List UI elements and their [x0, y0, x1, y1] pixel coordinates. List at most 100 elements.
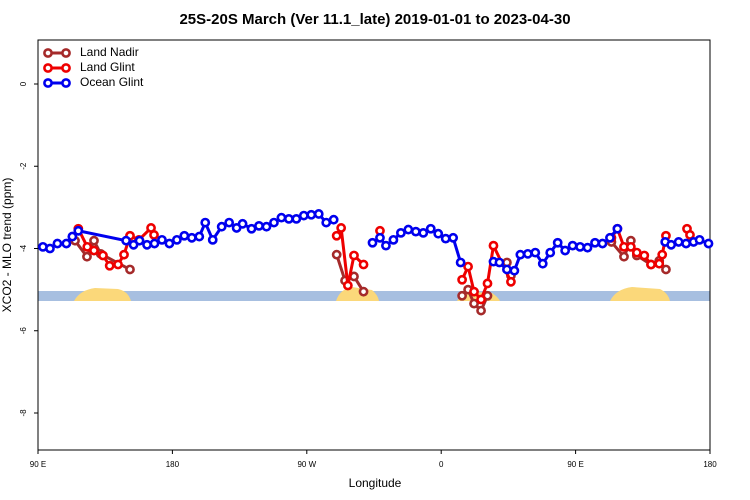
point: [433, 228, 444, 239]
point: [336, 223, 347, 233]
point: [358, 259, 369, 270]
point: [179, 230, 190, 241]
point: [612, 223, 623, 234]
y-axis-label: XCO2 - MLO trend (ppm): [0, 178, 14, 313]
point: [269, 217, 279, 228]
x-tick-label: 90 E: [567, 460, 583, 469]
point: [121, 235, 132, 246]
point: [410, 226, 421, 237]
point: [537, 258, 548, 269]
point: [646, 259, 656, 270]
point: [224, 217, 235, 228]
point: [469, 298, 479, 309]
point: [575, 241, 585, 252]
legend-label: Land Nadir: [80, 45, 139, 59]
point: [631, 247, 642, 258]
point: [476, 305, 486, 316]
point: [440, 233, 451, 244]
point: [457, 290, 468, 301]
point: [157, 234, 167, 245]
point: [306, 209, 317, 220]
legend-label: Land Glint: [80, 60, 135, 74]
point: [254, 220, 264, 231]
point: [119, 249, 129, 260]
point: [494, 257, 505, 268]
y-tick-label: -4: [19, 244, 28, 252]
legend-label: Ocean Glint: [80, 75, 144, 89]
point: [283, 213, 294, 224]
point: [388, 234, 399, 245]
point: [509, 265, 520, 276]
point: [530, 247, 541, 258]
point: [597, 238, 608, 249]
legend-marker: [43, 63, 53, 73]
point: [52, 238, 63, 249]
point: [488, 240, 499, 251]
point: [448, 232, 459, 243]
point: [73, 225, 84, 236]
y-tick-label: -8: [19, 409, 28, 417]
point: [237, 218, 248, 229]
y-tick-label: 0: [19, 81, 28, 86]
point: [552, 237, 563, 248]
point: [515, 249, 526, 260]
point: [463, 261, 473, 272]
point: [291, 213, 302, 224]
y-tick-label: -2: [19, 162, 28, 170]
land-patch: [336, 287, 379, 301]
point: [661, 264, 671, 275]
point: [582, 242, 593, 253]
chart-title: 25S-20S March (Ver 11.1_late) 2019-01-01…: [179, 11, 570, 28]
x-tick-label: 180: [166, 460, 180, 469]
point: [89, 245, 99, 256]
point: [457, 274, 468, 285]
point: [703, 238, 714, 249]
point: [590, 237, 600, 248]
point: [186, 232, 197, 243]
point: [567, 240, 578, 251]
y-tick-label: -6: [19, 327, 28, 335]
point: [605, 232, 615, 243]
point: [349, 250, 359, 261]
point: [403, 224, 414, 235]
point: [246, 223, 257, 234]
point: [298, 210, 309, 221]
point: [149, 238, 160, 249]
point: [673, 237, 684, 247]
point: [685, 230, 695, 240]
point: [331, 230, 342, 241]
point: [216, 221, 227, 232]
point: [666, 239, 677, 250]
point: [142, 239, 152, 250]
point: [98, 250, 108, 261]
point: [425, 223, 436, 234]
land-ocean-strip: [38, 287, 710, 301]
point: [654, 258, 665, 269]
point: [694, 234, 705, 245]
legend-marker: [43, 48, 53, 58]
point: [469, 286, 479, 297]
x-tick-label: 90 W: [297, 460, 316, 469]
point: [171, 234, 182, 245]
x-tick-label: 180: [703, 460, 717, 469]
point: [313, 209, 324, 219]
point: [331, 249, 342, 260]
point: [625, 241, 636, 252]
point: [113, 259, 123, 270]
legend-marker: [43, 78, 53, 88]
point: [207, 234, 218, 245]
point: [200, 217, 211, 228]
point: [67, 231, 78, 242]
point: [89, 235, 99, 246]
point: [342, 280, 353, 291]
legend-marker: [61, 48, 71, 58]
point: [125, 264, 135, 275]
x-axis-label: Longitude: [349, 476, 402, 490]
point: [321, 217, 332, 228]
point: [164, 238, 175, 249]
point: [276, 212, 287, 223]
point: [506, 276, 516, 287]
land-patch: [74, 288, 131, 301]
